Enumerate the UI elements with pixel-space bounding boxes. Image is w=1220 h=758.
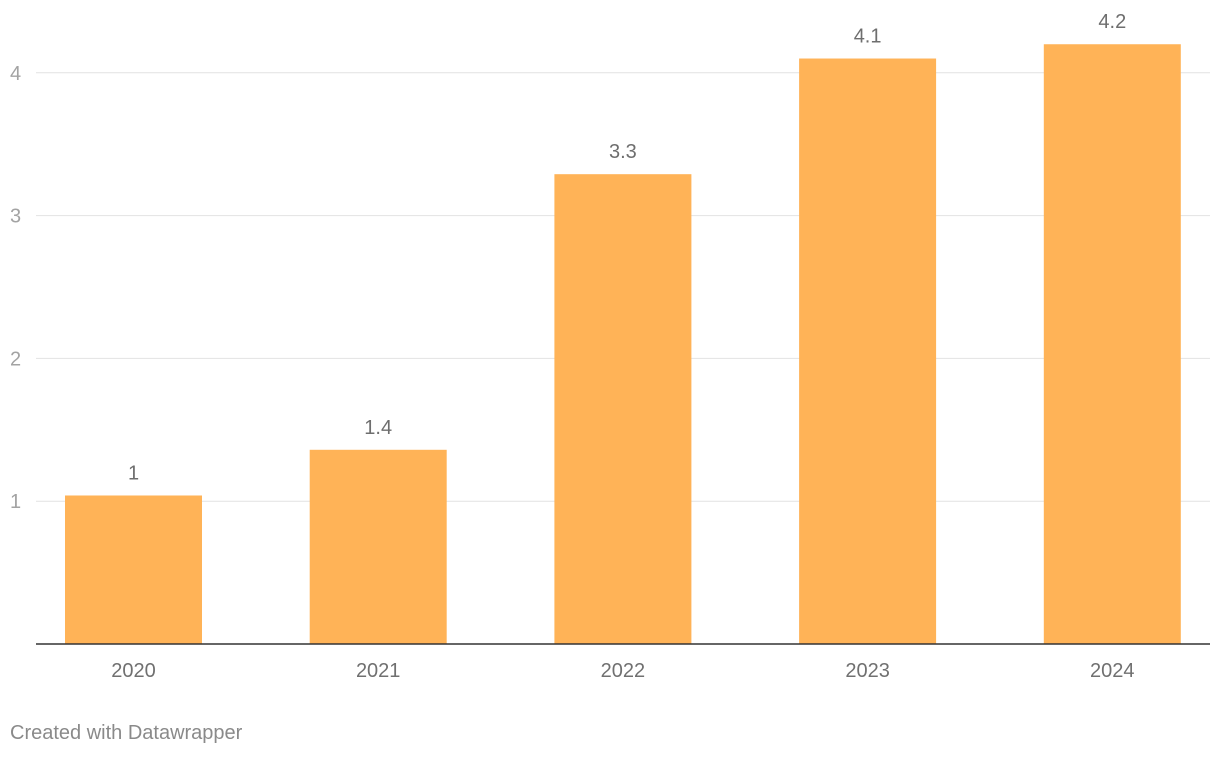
y-tick-label: 4 (10, 63, 21, 85)
datawrapper-credit: Created with Datawrapper (10, 722, 243, 744)
y-tick-label: 1 (10, 491, 21, 513)
x-tick-label: 2020 (111, 660, 156, 682)
x-tick-label: 2024 (1090, 660, 1135, 682)
bar-2023 (799, 58, 937, 644)
bar-2024 (1043, 44, 1181, 645)
bars (65, 44, 1181, 645)
bar-value-label: 3.3 (609, 141, 637, 163)
bar-2021 (309, 449, 447, 644)
bar-value-label: 1 (128, 462, 139, 484)
bar-2022 (554, 174, 692, 645)
value-labels: 1 1.4 3.3 4.1 4.2 (128, 11, 1126, 484)
x-tick-label: 2022 (601, 660, 646, 682)
bar-2020 (65, 495, 202, 644)
bar-value-label: 4.1 (854, 26, 882, 48)
axes: 1 2 3 4 2020 2021 2022 2023 2024 (10, 63, 1210, 682)
x-tick-label: 2021 (356, 660, 401, 682)
bar-value-label: 4.2 (1098, 11, 1126, 33)
bar-chart: 1 1.4 3.3 4.1 4.2 1 2 3 4 2020 2021 2022 2023 2024 (10, 11, 1210, 682)
y-tick-label: 3 (10, 206, 21, 228)
x-tick-label: 2023 (845, 660, 890, 682)
y-tick-label: 2 (10, 348, 21, 370)
bar-value-label: 1.4 (364, 417, 392, 439)
